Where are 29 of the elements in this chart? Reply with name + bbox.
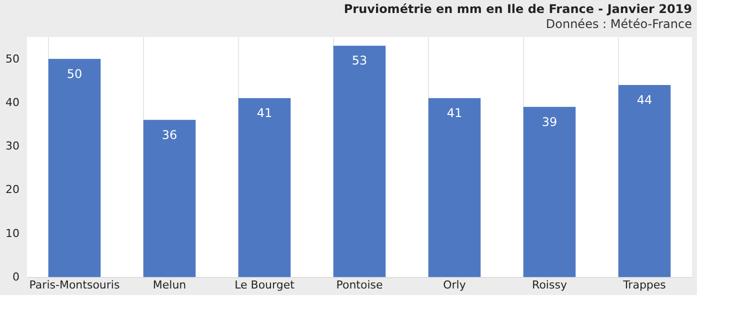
- y-tick-label: 30: [6, 140, 20, 153]
- data-label: 41: [256, 106, 272, 120]
- bar: [238, 98, 291, 277]
- x-tick-label: Le Bourget: [234, 278, 296, 292]
- bar: [523, 106, 576, 277]
- chart-subtitle: Données : Météo-France: [546, 17, 692, 31]
- y-tick-label: 20: [6, 183, 20, 196]
- bar: [333, 46, 386, 277]
- bar: [48, 58, 101, 277]
- x-tick-label: Orly: [443, 278, 466, 292]
- data-label: 39: [542, 114, 558, 129]
- x-tick-label: Trappes: [622, 278, 666, 292]
- bar: [143, 120, 196, 277]
- chart-title: Pruviométrie en mm en Ile de France - Janvier 2019: [344, 2, 692, 16]
- data-label: 44: [636, 93, 652, 107]
- x-tick-label: Roissy: [532, 278, 568, 292]
- data-label: 50: [66, 66, 82, 81]
- y-tick-label: 40: [6, 96, 20, 109]
- bar: [428, 98, 481, 277]
- x-tick-label: Melun: [152, 278, 186, 292]
- bar: [618, 85, 671, 277]
- data-label: 41: [446, 106, 462, 120]
- y-tick-label: 50: [6, 52, 20, 66]
- x-tick-label: Paris-Montsouris: [29, 278, 120, 292]
- x-tick-label: Pontoise: [336, 278, 383, 292]
- y-tick-label: 10: [6, 226, 20, 240]
- data-label: 53: [352, 54, 368, 68]
- y-tick-label: 0: [12, 270, 20, 284]
- data-label: 36: [162, 128, 178, 142]
